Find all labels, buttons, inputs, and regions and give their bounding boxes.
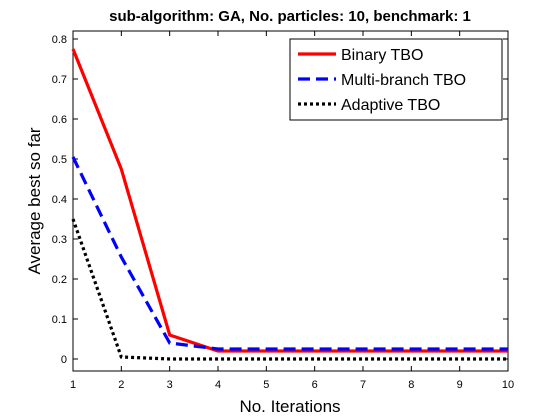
y-tick-label: 0.7	[52, 74, 67, 86]
legend: Binary TBO Multi-branch TBO Adaptive TBO	[289, 38, 503, 121]
x-tick-label: 4	[215, 379, 221, 391]
x-axis-label: No. Iterations	[239, 397, 340, 416]
legend-label: Adaptive TBO	[341, 97, 440, 114]
x-tick-label: 1	[70, 379, 76, 391]
x-tick-label: 7	[360, 379, 366, 391]
y-tick-label: 0.5	[52, 154, 67, 166]
x-tick-label: 5	[263, 379, 269, 391]
x-tick-label: 3	[167, 379, 173, 391]
y-tick-label: 0.2	[52, 274, 67, 286]
x-tick-label: 10	[502, 379, 514, 391]
series-line-adaptive-tbo	[71, 218, 508, 361]
chart-title: sub-algorithm: GA, No. particles: 10, be…	[109, 8, 471, 25]
x-tick-label: 6	[312, 379, 318, 391]
axis-ticks: 1 2 3 4 5 6 7 8 9 10 0 0.1 0.2 0.3 0.4 0.5 0.6 0.7 0.8	[52, 31, 514, 391]
x-tick-label: 2	[118, 379, 124, 391]
legend-label: Multi-branch TBO	[341, 72, 466, 89]
y-tick-label: 0	[61, 354, 67, 366]
legend-label: Binary TBO	[341, 47, 423, 64]
y-tick-label: 0.3	[52, 234, 67, 246]
y-tick-label: 0.8	[52, 34, 67, 46]
series-line-binary-tbo	[71, 48, 508, 353]
y-tick-label: 0.4	[52, 194, 67, 206]
y-tick-label: 0.1	[52, 314, 67, 326]
series-group	[71, 48, 508, 361]
y-axis-label: Average best so far	[25, 127, 44, 274]
x-tick-label: 8	[408, 379, 414, 391]
x-tick-label: 9	[457, 379, 463, 391]
series-line-multi-branch-tbo	[71, 156, 508, 351]
y-tick-label: 0.6	[52, 114, 67, 126]
